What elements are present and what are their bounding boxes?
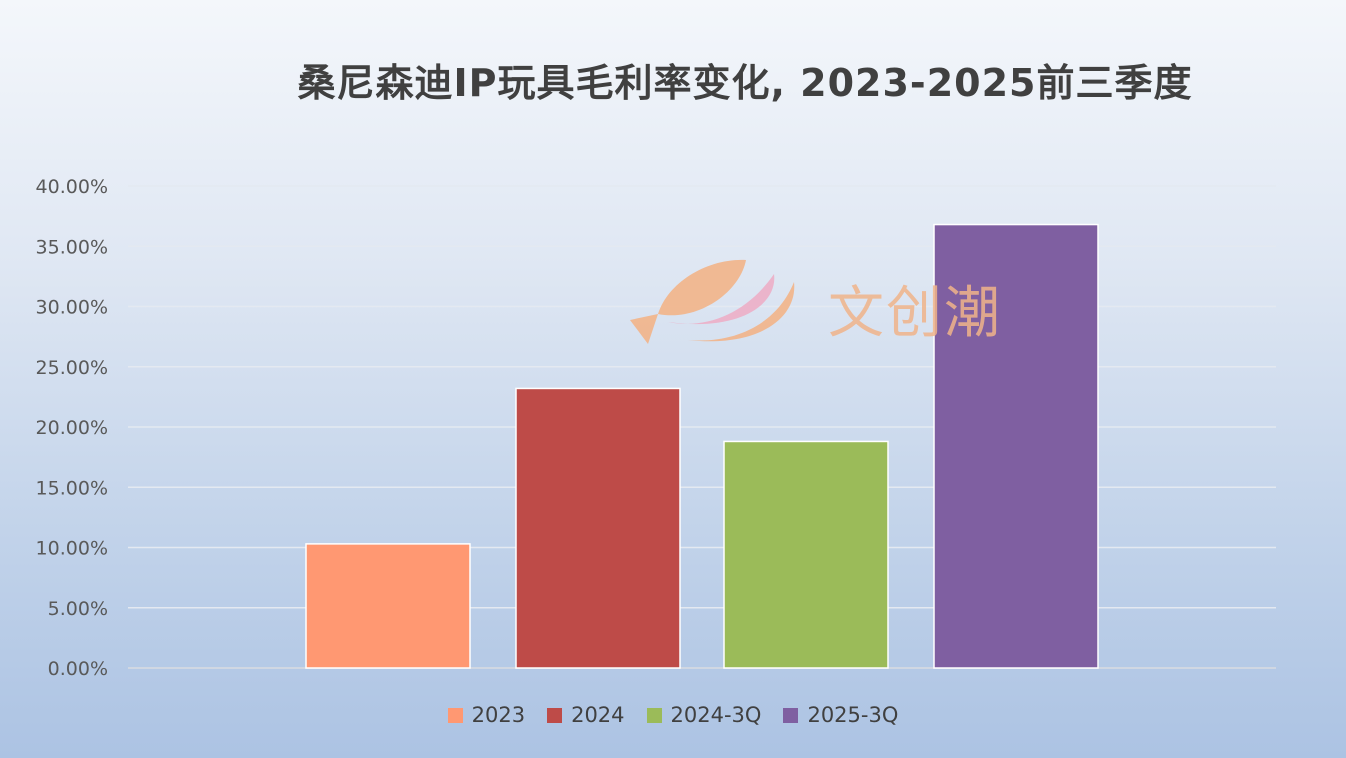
legend-item: 2025-3Q bbox=[783, 703, 898, 727]
fish-leaf-logo bbox=[630, 259, 795, 344]
legend-swatch bbox=[646, 707, 662, 723]
legend-swatch bbox=[447, 707, 463, 723]
y-tick-label: 25.00% bbox=[36, 357, 108, 379]
legend-swatch bbox=[547, 707, 563, 723]
legend-item: 2024 bbox=[547, 703, 625, 727]
bar-2024 bbox=[515, 387, 681, 669]
legend: 2023 2024 2024-3Q 2025-3Q bbox=[0, 703, 1346, 727]
legend-label: 2024-3Q bbox=[670, 703, 762, 727]
y-tick-label: 30.00% bbox=[36, 297, 108, 319]
y-tick-label: 15.00% bbox=[36, 477, 108, 499]
legend-item: 2024-3Q bbox=[646, 703, 762, 727]
y-tick-label: 5.00% bbox=[48, 598, 108, 620]
chart-title: 桑尼森迪IP玩具毛利率变化, 2023-2025前三季度 bbox=[297, 61, 1193, 105]
legend-label: 2024 bbox=[571, 703, 625, 727]
bar-2023 bbox=[305, 543, 471, 669]
watermark-text: 文创潮 bbox=[828, 281, 1002, 346]
y-tick-label: 35.00% bbox=[36, 236, 108, 258]
legend-label: 2025-3Q bbox=[807, 703, 899, 727]
legend-item: 2023 bbox=[447, 703, 526, 727]
y-tick-label: 20.00% bbox=[36, 417, 108, 439]
bar-2024-3q bbox=[723, 440, 889, 669]
y-tick-label: 0.00% bbox=[48, 658, 108, 680]
legend-swatch bbox=[783, 707, 799, 723]
bar-2025-3q bbox=[933, 223, 1099, 669]
y-tick-label: 10.00% bbox=[36, 538, 108, 560]
legend-label: 2023 bbox=[471, 703, 526, 727]
y-tick-label: 40.00% bbox=[36, 176, 108, 198]
watermark: 文创潮 bbox=[628, 252, 1018, 352]
